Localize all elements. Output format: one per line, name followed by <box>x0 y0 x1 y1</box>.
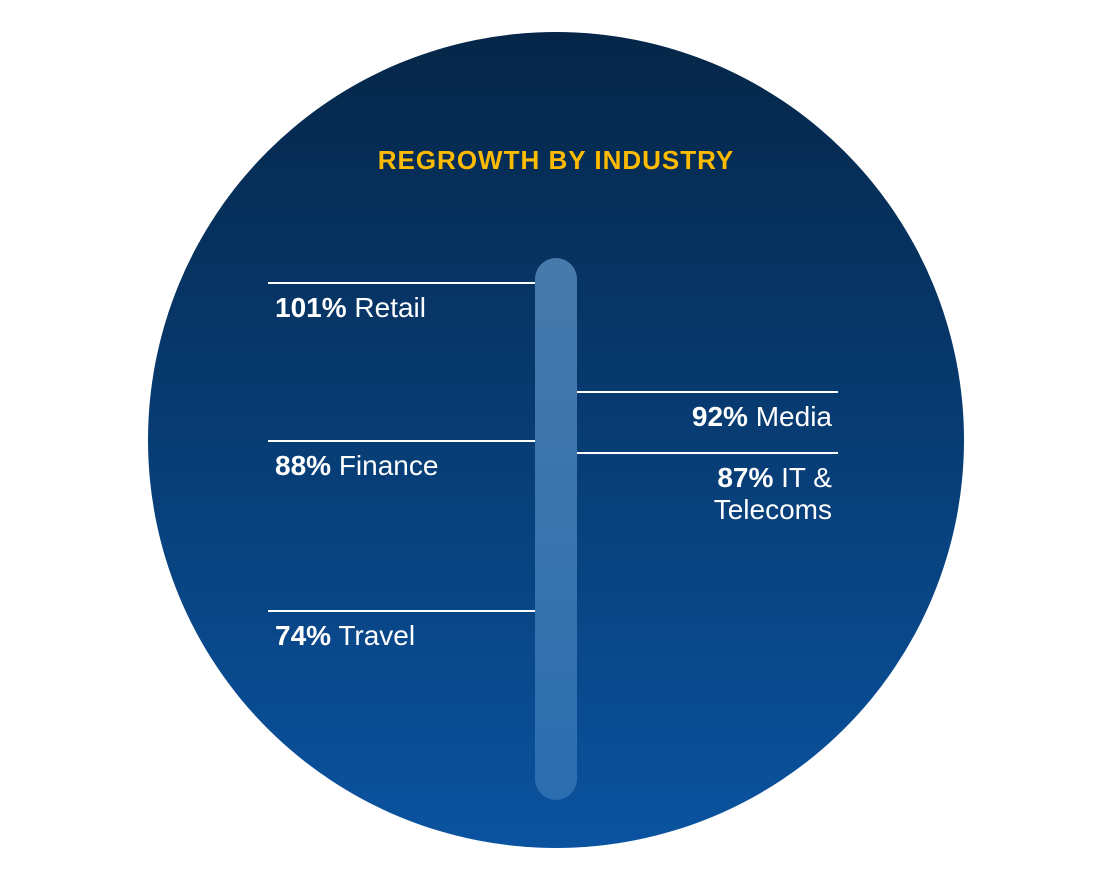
entry-media: 92% Media <box>692 401 832 433</box>
value-label: Retail <box>347 292 426 323</box>
value-percent: 87% <box>717 462 773 493</box>
infographic-stage: REGROWTH BY INDUSTRY 101% Retail 92% Medi… <box>0 0 1110 891</box>
value-percent: 92% <box>692 401 748 432</box>
entry-retail: 101% Retail <box>275 292 426 324</box>
tick-travel <box>268 610 535 612</box>
tick-it-telecoms <box>577 452 838 454</box>
tick-finance <box>268 440 535 442</box>
value-label: Finance <box>331 450 438 481</box>
entry-finance: 88% Finance <box>275 450 438 482</box>
tick-media <box>577 391 838 393</box>
tick-retail <box>268 282 535 284</box>
value-label: Media <box>748 401 832 432</box>
thermometer-scale-icon <box>535 258 577 800</box>
value-percent: 74% <box>275 620 331 651</box>
value-label: Travel <box>331 620 415 651</box>
chart-title: REGROWTH BY INDUSTRY <box>296 145 816 176</box>
entry-travel: 74% Travel <box>275 620 415 652</box>
entry-it-telecoms: 87% IT &Telecoms <box>714 462 832 526</box>
value-label: IT & <box>773 462 832 493</box>
value-percent: 88% <box>275 450 331 481</box>
value-label-line2: Telecoms <box>714 494 832 525</box>
value-percent: 101% <box>275 292 347 323</box>
